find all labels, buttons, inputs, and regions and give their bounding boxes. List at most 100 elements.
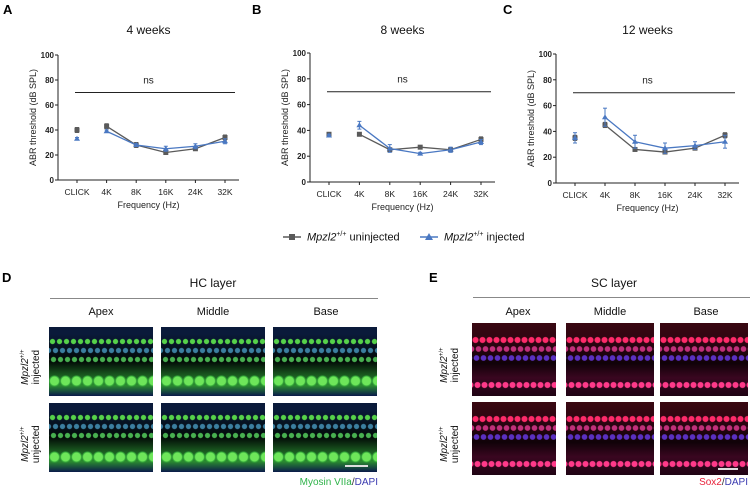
row-label-injected: Mpzl2+/+ injected: [437, 330, 461, 400]
genotype: +/+: [438, 347, 445, 357]
legend-marker-triangle-icon: [420, 233, 438, 241]
x-tick-label: 32K: [473, 189, 488, 199]
y-tick-label: 40: [543, 127, 552, 136]
condition: unjected: [450, 425, 462, 464]
y-tick-label: 20: [45, 151, 54, 160]
condition: injected: [31, 349, 43, 385]
y-axis-label: ABR threshold (dB SPL): [526, 70, 536, 167]
y-tick-label: 100: [539, 50, 553, 59]
data-point-triangle: [478, 139, 484, 145]
y-tick-label: 0: [548, 179, 553, 188]
stain-caption-d: Myosin VIIa/DAPI: [228, 477, 378, 488]
genotype: +/+: [19, 349, 26, 359]
stain-dapi: DAPI: [724, 477, 748, 488]
panel-label-d: D: [2, 270, 12, 285]
data-point-triangle: [602, 114, 608, 120]
data-point-square: [74, 127, 80, 133]
sc-micrograph-middle-row1: [566, 323, 654, 396]
data-point-triangle: [722, 138, 728, 144]
legend-gene: Mpzl2: [444, 231, 474, 244]
y-tick-label: 60: [45, 101, 54, 110]
col-middle: Middle: [196, 306, 230, 318]
gene: Mpzl2: [439, 435, 451, 462]
x-tick-label: 32K: [717, 190, 732, 200]
data-point-triangle: [133, 142, 140, 147]
legend-label: uninjected: [346, 231, 400, 244]
col-apex: Apex: [88, 306, 114, 318]
y-tick-label: 80: [297, 75, 306, 84]
row-label-injected: Mpzl2+/+ injected: [18, 332, 42, 402]
chart-title: 12 weeks: [622, 23, 673, 37]
x-tick-label: 16K: [158, 187, 173, 197]
chart-1: 8 weeks 0 20 40 60 80 100 CLICK 4K 8K 16K 24K 32K ABR…: [280, 23, 495, 212]
data-point-square: [632, 146, 638, 152]
y-tick-label: 0: [302, 178, 307, 187]
x-tick-label: 24K: [188, 187, 203, 197]
data-point-triangle: [447, 146, 454, 152]
data-point-triangle: [222, 138, 228, 144]
data-point-triangle: [326, 132, 332, 138]
data-point-triangle: [162, 145, 169, 151]
y-tick-label: 20: [543, 153, 552, 162]
abr-charts: 4 weeks 0 20 40 60 80 100 CLICK 4K 8K 16K 24K 32K ABR…: [28, 23, 739, 213]
sep: /: [721, 477, 725, 488]
x-tick-label: 24K: [687, 190, 702, 200]
data-point-square: [222, 135, 228, 140]
gene: Mpzl2: [20, 435, 32, 462]
y-tick-label: 0: [50, 176, 55, 185]
hc-micrograph-middle-row2: [161, 403, 265, 472]
data-point-triangle: [572, 134, 578, 140]
x-tick-label: CLICK: [562, 190, 587, 200]
y-tick-label: 40: [297, 126, 306, 135]
x-tick-label: 24K: [443, 189, 458, 199]
stain-dapi: DAPI: [354, 477, 378, 488]
x-tick-label: CLICK: [64, 187, 89, 197]
x-tick-label: 8K: [630, 190, 641, 200]
x-tick-label: 16K: [413, 189, 428, 199]
genotype: +/+: [19, 426, 26, 436]
chart-title: 8 weeks: [380, 23, 424, 37]
gene: Mpzl2: [20, 358, 32, 385]
significance-label: ns: [143, 76, 154, 87]
stain-sox2: Sox2: [699, 477, 722, 488]
gene: Mpzl2: [439, 356, 451, 383]
sc-micrograph-apex-row1: [472, 323, 556, 396]
data-point-triangle: [692, 142, 698, 148]
panel-label-b: B: [252, 2, 262, 17]
hc-micrograph-base-row1: [273, 327, 377, 396]
row-label-uninjected: Mpzl2+/+ unjected: [437, 409, 461, 479]
sc-micrograph-apex-row2: [472, 402, 556, 475]
panel-label-a: A: [3, 2, 13, 17]
col-apex: Apex: [505, 306, 531, 318]
x-tick-label: 16K: [657, 190, 672, 200]
col-middle: Middle: [593, 306, 627, 318]
data-point-square: [356, 131, 362, 137]
hc-micrograph-apex-row2: [49, 403, 153, 472]
x-tick-label: 4K: [354, 189, 365, 199]
x-tick-label: 4K: [600, 190, 611, 200]
hc-micrograph-middle-row1: [161, 327, 265, 396]
legend-gene: Mpzl2: [307, 231, 337, 244]
data-point-triangle: [417, 150, 424, 156]
condition: injected: [450, 347, 462, 383]
sc-micrograph-middle-row2: [566, 402, 654, 475]
hc-micrograph-apex-row1: [49, 327, 153, 396]
scale-bar: [718, 468, 738, 470]
y-axis-label: ABR threshold (dB SPL): [28, 69, 38, 166]
y-axis-label: ABR threshold (dB SPL): [280, 69, 290, 166]
legend-label: injected: [483, 231, 525, 244]
significance-label: ns: [642, 76, 653, 87]
chart-0: 4 weeks 0 20 40 60 80 100 CLICK 4K 8K 16K 24K 32K ABR…: [28, 23, 239, 210]
stain-myosin: Myosin VIIa: [299, 477, 352, 488]
legend-injected: Mpzl2+/+ injected: [420, 231, 524, 244]
panel-label-e: E: [429, 270, 438, 285]
x-tick-label: CLICK: [316, 189, 341, 199]
divider: [50, 298, 378, 299]
legend-sup: +/+: [336, 231, 347, 238]
data-point-triangle: [103, 128, 110, 134]
data-point-triangle: [356, 122, 363, 128]
legend-uninjected: Mpzl2+/+ uninjected: [283, 231, 400, 244]
x-axis-label: Frequency (Hz): [616, 203, 678, 213]
sep: /: [351, 477, 355, 488]
